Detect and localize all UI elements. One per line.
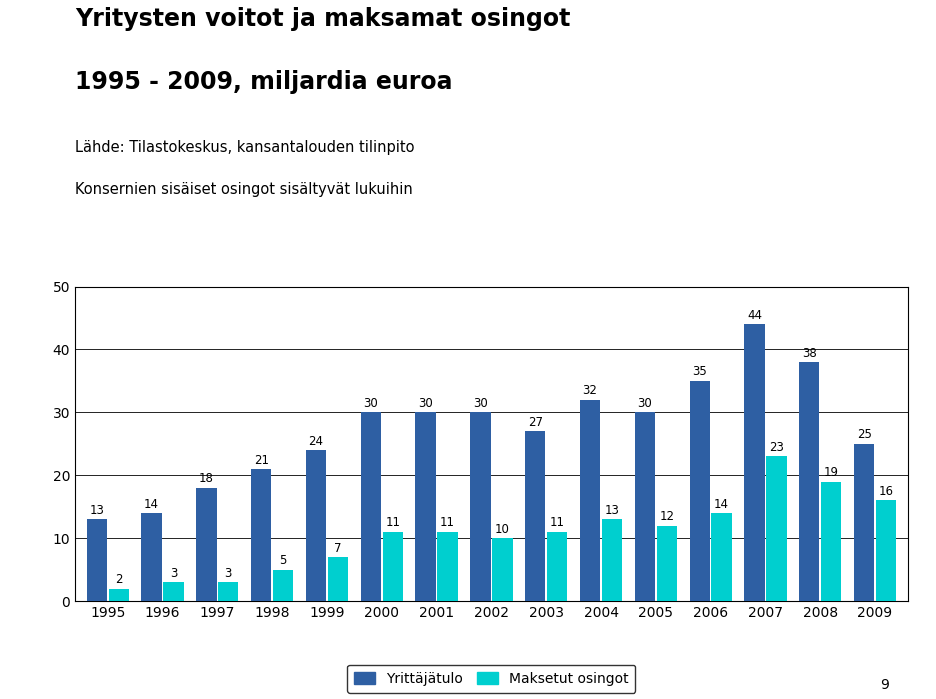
Text: 3: 3 xyxy=(225,567,232,579)
Text: 27: 27 xyxy=(528,416,543,428)
Text: 1995 - 2009, miljardia euroa: 1995 - 2009, miljardia euroa xyxy=(75,70,452,94)
Text: 30: 30 xyxy=(418,397,433,410)
Bar xyxy=(711,513,732,601)
Bar xyxy=(876,500,896,601)
Text: 25: 25 xyxy=(856,428,871,441)
Bar xyxy=(492,538,513,601)
Text: 44: 44 xyxy=(747,309,762,322)
Text: 11: 11 xyxy=(549,517,564,529)
Text: 12: 12 xyxy=(659,510,674,523)
Text: Konsernien sisäiset osingot sisältyvät lukuihin: Konsernien sisäiset osingot sisältyvät l… xyxy=(75,182,413,196)
Text: 30: 30 xyxy=(473,397,488,410)
Text: 21: 21 xyxy=(254,454,269,466)
Bar xyxy=(602,519,622,601)
Bar xyxy=(744,324,765,601)
Bar xyxy=(87,519,107,601)
Bar xyxy=(470,412,490,601)
Text: 13: 13 xyxy=(89,504,104,517)
Bar xyxy=(360,412,381,601)
Legend: Yrittäjätulo, Maksetut osingot: Yrittäjätulo, Maksetut osingot xyxy=(347,665,636,693)
Bar xyxy=(799,362,819,601)
Bar xyxy=(109,589,129,601)
Bar xyxy=(273,570,293,601)
Text: 32: 32 xyxy=(582,384,597,397)
Text: 35: 35 xyxy=(693,366,707,378)
Bar xyxy=(657,526,677,601)
Bar xyxy=(525,431,546,601)
Bar xyxy=(854,444,874,601)
Bar xyxy=(218,582,239,601)
Text: 14: 14 xyxy=(144,498,159,510)
Bar xyxy=(251,469,271,601)
Text: 16: 16 xyxy=(879,485,894,498)
Text: 13: 13 xyxy=(605,504,620,517)
Bar xyxy=(141,513,162,601)
Bar xyxy=(383,532,402,601)
Bar xyxy=(690,381,709,601)
Text: 10: 10 xyxy=(495,523,510,535)
Text: 3: 3 xyxy=(169,567,177,579)
Text: 23: 23 xyxy=(769,441,783,454)
Text: 14: 14 xyxy=(714,498,729,510)
Bar xyxy=(635,412,655,601)
Bar xyxy=(437,532,458,601)
Bar xyxy=(580,400,600,601)
Text: 24: 24 xyxy=(309,435,324,447)
Text: 30: 30 xyxy=(637,397,652,410)
Text: Lähde: Tilastokeskus, kansantalouden tilinpito: Lähde: Tilastokeskus, kansantalouden til… xyxy=(75,140,415,154)
Bar xyxy=(767,456,786,601)
Text: 11: 11 xyxy=(386,517,401,529)
Bar xyxy=(197,488,216,601)
Bar xyxy=(821,482,841,601)
Bar xyxy=(328,557,348,601)
Bar xyxy=(416,412,436,601)
Text: Yritysten voitot ja maksamat osingot: Yritysten voitot ja maksamat osingot xyxy=(75,7,570,31)
Text: 38: 38 xyxy=(802,347,816,359)
Bar xyxy=(306,450,326,601)
Text: 11: 11 xyxy=(440,517,455,529)
Text: 30: 30 xyxy=(363,397,378,410)
Text: 19: 19 xyxy=(824,466,839,479)
Bar xyxy=(547,532,567,601)
Text: 5: 5 xyxy=(280,554,286,567)
Text: 7: 7 xyxy=(334,542,342,554)
Text: 18: 18 xyxy=(199,473,213,485)
Bar xyxy=(164,582,183,601)
Text: 9: 9 xyxy=(881,678,889,692)
Text: 2: 2 xyxy=(115,573,123,586)
